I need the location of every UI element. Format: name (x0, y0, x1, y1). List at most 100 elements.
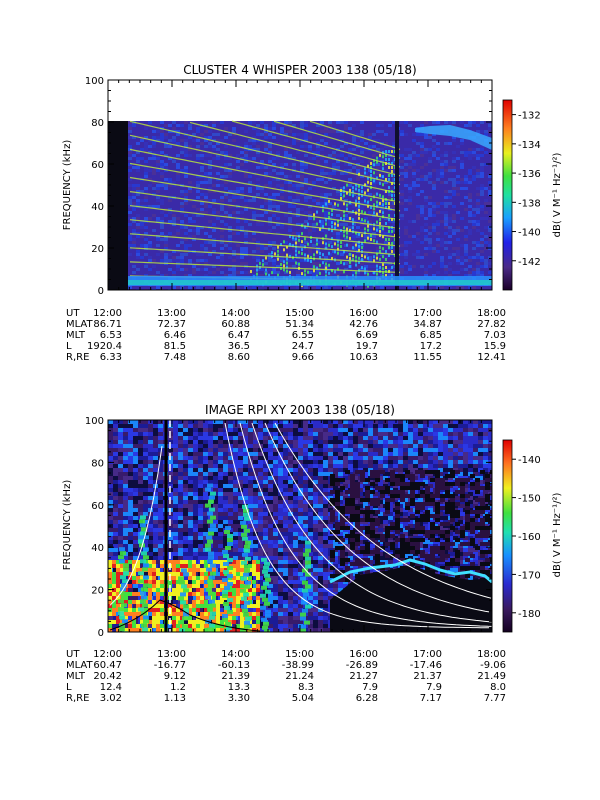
y-tick-label: 0 (98, 628, 104, 639)
ephemeris-value: 7.03 (484, 330, 506, 341)
y-tick-label: 0 (98, 286, 104, 297)
ephemeris-value: 13.3 (228, 682, 250, 693)
y-tick-label: 40 (91, 543, 104, 554)
y-tick-label: 80 (91, 118, 104, 129)
ephemeris-value: 3.02 (100, 693, 122, 704)
panel-2: IMAGE RPI XY 2003 138 (05/18) 0 20 40 60 80 1… (62, 403, 563, 704)
ephemeris-row-label: MLT (66, 330, 86, 341)
ephemeris-value: 18:00 (477, 308, 506, 319)
ephemeris-value: 9.66 (292, 352, 314, 363)
ephemeris-value: -16.77 (154, 660, 186, 671)
ephemeris-value: 12.4 (100, 682, 122, 693)
panel-1-y-label: FREQUENCY (kHz) (62, 140, 73, 231)
ephemeris-row-label: L (66, 341, 72, 352)
colorbar-tick-label: -140 (518, 228, 541, 239)
ephemeris-value: 19.7 (356, 341, 378, 352)
ephemeris-value: 17:00 (413, 649, 442, 660)
colorbar-tick-label: -180 (518, 609, 541, 620)
colorbar-tick-label: -134 (518, 140, 541, 151)
ephemeris-value: 14:00 (221, 649, 250, 660)
panel-2-x-axis (107, 420, 493, 632)
y-tick-label: 80 (91, 458, 104, 469)
ephemeris-row-label: R,RE (66, 693, 89, 704)
ephemeris-value: 20.42 (93, 671, 122, 682)
ephemeris-value: 21.24 (285, 671, 314, 682)
y-tick-label: 40 (91, 202, 104, 213)
ephemeris-value: 6.55 (292, 330, 314, 341)
ephemeris-value: 8.3 (298, 682, 314, 693)
panel-2-y-axis: 0 20 40 60 80 100 (85, 416, 492, 639)
panel-1-spectrogram (108, 80, 492, 290)
ephemeris-value: 15.9 (484, 341, 506, 352)
ephemeris-value: 24.7 (292, 341, 314, 352)
panel-1-colorbar (502, 99, 513, 291)
ephemeris-row-label: L (66, 682, 72, 693)
panel-1-x-axis (107, 80, 493, 290)
ephemeris-value: -26.89 (346, 660, 378, 671)
ephemeris-value: 6.69 (356, 330, 378, 341)
panel-2-colorbar (502, 439, 513, 633)
ephemeris-value: 60.88 (221, 319, 250, 330)
ephemeris-value: 34.87 (413, 319, 442, 330)
ephemeris-value: -17.46 (410, 660, 442, 671)
colorbar-tick-label: -132 (518, 111, 541, 122)
panel-1-colorbar-label: dB( V M⁻¹ Hz⁻¹/²) (552, 153, 563, 238)
ephemeris-value: 81.5 (164, 341, 186, 352)
ephemeris-value: 8.0 (490, 682, 506, 693)
ephemeris-value: 7.77 (484, 693, 506, 704)
ephemeris-value: 6.33 (100, 352, 122, 363)
colorbar-tick-label: -170 (518, 570, 541, 581)
colorbar-tick-label: -136 (518, 169, 541, 180)
ephemeris-value: 1.13 (164, 693, 186, 704)
y-tick-label: 20 (91, 244, 104, 255)
y-tick-label: 20 (91, 586, 104, 597)
ephemeris-row-label: UT (66, 649, 80, 660)
ephemeris-value: 21.49 (477, 671, 506, 682)
ephemeris-value: 16:00 (349, 649, 378, 660)
ephemeris-value: 6.85 (420, 330, 442, 341)
colorbar-tick-label: -140 (518, 455, 541, 466)
ephemeris-value: 86.71 (93, 319, 122, 330)
ephemeris-value: 6.47 (228, 330, 250, 341)
ephemeris-value: 72.37 (157, 319, 186, 330)
ephemeris-value: 6.46 (164, 330, 186, 341)
ephemeris-value: 17:00 (413, 308, 442, 319)
ephemeris-value: 12.41 (477, 352, 506, 363)
ephemeris-value: 7.48 (164, 352, 186, 363)
ephemeris-value: 10.63 (349, 352, 378, 363)
ephemeris-value: 42.76 (349, 319, 378, 330)
y-tick-label: 60 (91, 501, 104, 512)
ephemeris-value: 12:00 (93, 308, 122, 319)
ephemeris-value: 11.55 (413, 352, 442, 363)
colorbar-tick-label: -142 (518, 257, 541, 268)
ephemeris-value: 1.2 (170, 682, 186, 693)
ephemeris-row-label: MLAT (66, 319, 93, 330)
ephemeris-value: 6.53 (100, 330, 122, 341)
ephemeris-value: 13:00 (157, 308, 186, 319)
ephemeris-value: 7.17 (420, 693, 442, 704)
ephemeris-value: 27.82 (477, 319, 506, 330)
panel-1-title: CLUSTER 4 WHISPER 2003 138 (05/18) (183, 63, 416, 77)
ephemeris-value: 60.47 (93, 660, 122, 671)
ephemeris-row-label: MLT (66, 671, 86, 682)
ephemeris-value: 21.37 (413, 671, 442, 682)
ephemeris-row-label: UT (66, 308, 80, 319)
ephemeris-row-label: R,RE (66, 352, 89, 363)
panel-2-title: IMAGE RPI XY 2003 138 (05/18) (205, 403, 395, 417)
colorbar-tick-label: -150 (518, 494, 541, 505)
ephemeris-value: 12:00 (93, 649, 122, 660)
ephemeris-value: 1920.4 (87, 341, 122, 352)
colorbar-tick-label: -160 (518, 532, 541, 543)
ephemeris-value: 9.12 (164, 671, 186, 682)
ephemeris-value: 36.5 (228, 341, 250, 352)
ephemeris-value: 21.39 (221, 671, 250, 682)
ephemeris-row-label: MLAT (66, 660, 93, 671)
panel-2-spectrogram (108, 420, 492, 632)
ephemeris-value: 6.28 (356, 693, 378, 704)
ephemeris-value: -38.99 (282, 660, 314, 671)
y-tick-label: 100 (85, 416, 104, 427)
panel-2-colorbar-label: dB( V M⁻¹ Hz⁻¹/²) (552, 493, 563, 578)
panel-2-ephemeris-table: UT 12:00 13:00 14:00 15:00 16:00 17:00 18:00 MLA… (66, 649, 506, 704)
panel-1-y-axis: 0 20 40 60 80 100 (85, 76, 492, 297)
